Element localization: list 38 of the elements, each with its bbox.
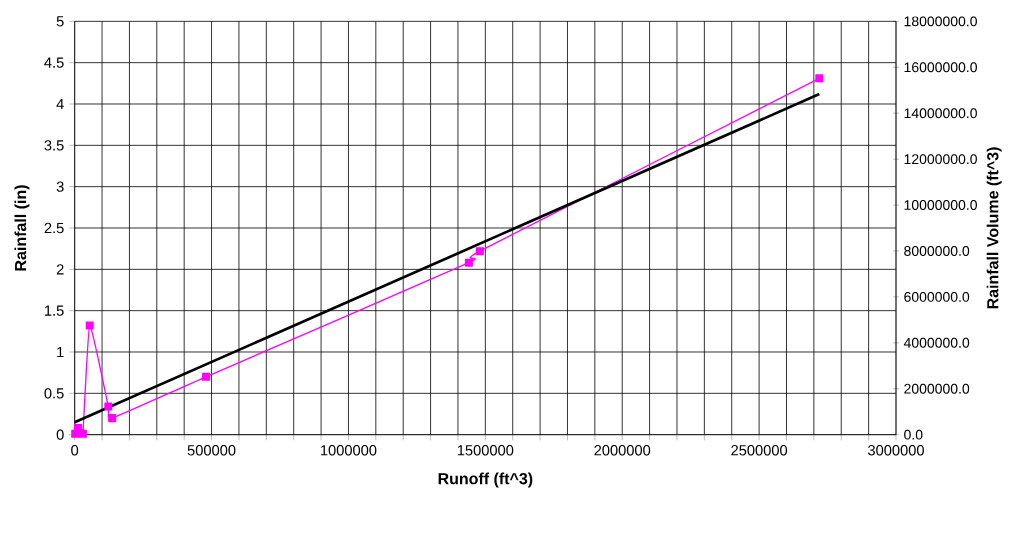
x-tick-label: 500000 (187, 445, 236, 456)
y2-tick-label: 0.0 (904, 429, 923, 440)
point (464, 258, 473, 267)
y-tick-label: 5 (56, 16, 64, 27)
point (475, 247, 484, 256)
x-tick-label: 2000000 (594, 445, 651, 456)
y-tick-label: 0.5 (44, 388, 64, 399)
x-tick-label: 2500000 (731, 445, 788, 456)
x-tick-label: 3000000 (868, 445, 924, 456)
y-tick-label: 1 (57, 347, 64, 358)
y-tick-label: 3 (56, 181, 64, 193)
x-tick-label: 1500000 (457, 445, 514, 456)
y2-tick-label: 10000000.0 (904, 200, 977, 211)
y2-tick-label: 2000000.0 (904, 383, 970, 394)
x-tick-label: 1000000 (321, 445, 377, 456)
y2-tick-label: 8000000.0 (904, 246, 970, 257)
x-axis-title: Runoff (ft^3) (438, 472, 533, 488)
y2-tick-label: 12000000.0 (904, 154, 977, 165)
point (104, 402, 113, 411)
y2-tick-label: 16000000.0 (904, 62, 977, 73)
y-tick-label: 0 (56, 429, 64, 441)
y2-tick-label: 6000000.0 (904, 292, 970, 303)
point (108, 414, 117, 423)
y2-tick-label: 4000000.0 (903, 338, 970, 348)
y-tick-label: 2.5 (44, 222, 64, 234)
point (85, 321, 94, 330)
point (815, 74, 824, 83)
x-tick-label: 0 (71, 445, 79, 456)
y-tick-label: 3.5 (44, 140, 64, 151)
y-tick-label: 1.5 (44, 305, 64, 316)
point (202, 372, 211, 381)
y-axis-title: Rainfall (in) (14, 185, 30, 271)
y-tick-label: 2 (56, 264, 64, 275)
y2-tick-label: 18000000.0 (904, 16, 977, 27)
y-tick-label: 4 (56, 99, 64, 110)
y2-axis-title: Rainfall Volume (ft^3) (986, 147, 1002, 309)
y-tick-label: 4.5 (44, 57, 64, 68)
y2-tick-label: 14000000.0 (904, 108, 977, 119)
